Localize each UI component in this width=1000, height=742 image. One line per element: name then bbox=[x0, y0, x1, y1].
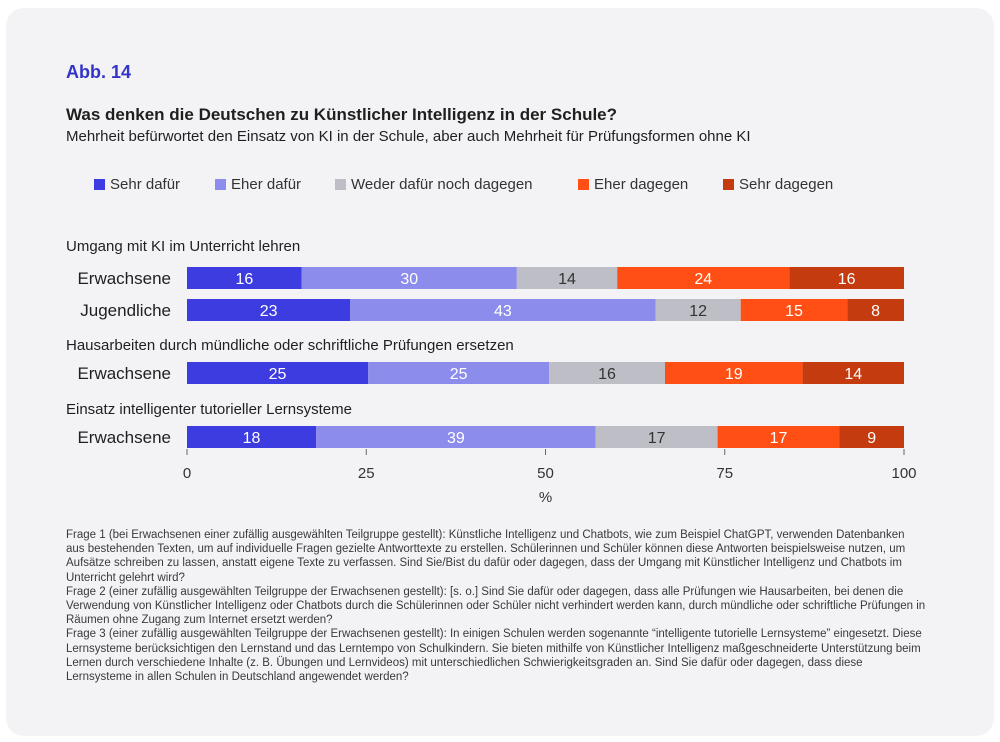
data-label: 43 bbox=[494, 303, 512, 320]
data-label: 23 bbox=[260, 303, 278, 320]
x-tick-label: 25 bbox=[358, 465, 375, 482]
bar-segment bbox=[187, 267, 302, 289]
group-title: Hausarbeiten durch mündliche oder schrif… bbox=[66, 337, 514, 354]
data-label: 18 bbox=[243, 430, 261, 447]
bar-segment bbox=[595, 426, 718, 448]
x-tick-label: 50 bbox=[537, 465, 554, 482]
data-label: 14 bbox=[844, 366, 862, 383]
legend-item-sehr-dafuer: Sehr dafür bbox=[94, 176, 180, 193]
bar-segment bbox=[847, 299, 904, 321]
legend-item-sehr-dagegen: Sehr dagegen bbox=[723, 176, 833, 193]
legend-swatch bbox=[578, 179, 589, 190]
bar-segment bbox=[350, 299, 656, 321]
data-label: 9 bbox=[867, 430, 876, 447]
bar-segment bbox=[740, 299, 848, 321]
data-label: 16 bbox=[598, 366, 616, 383]
bar-segment bbox=[655, 299, 741, 321]
bar-segment bbox=[368, 362, 550, 384]
row-label: Erwachsene bbox=[77, 428, 171, 447]
bar-segment bbox=[839, 426, 904, 448]
footnote-question-1: Frage 1 (bei Erwachsenen einer zufällig … bbox=[66, 529, 906, 584]
data-label: 30 bbox=[400, 271, 418, 288]
row-label: Erwachsene bbox=[77, 364, 171, 383]
footnote-question-3: Frage 3 (einer zufällig ausgewählten Tei… bbox=[66, 628, 922, 684]
bar-segment bbox=[665, 362, 803, 384]
x-tick-label: 100 bbox=[891, 465, 916, 482]
legend-item-eher-dagegen: Eher dagegen bbox=[578, 176, 688, 193]
figure-label: Abb. 14 bbox=[66, 62, 132, 82]
x-axis-label: % bbox=[539, 489, 552, 506]
data-label: 16 bbox=[838, 271, 856, 288]
bar-segment bbox=[301, 267, 517, 289]
data-label: 17 bbox=[770, 430, 788, 447]
data-label: 16 bbox=[235, 271, 253, 288]
data-label: 19 bbox=[725, 366, 743, 383]
legend-swatch bbox=[335, 179, 346, 190]
legend-swatch bbox=[94, 179, 105, 190]
bar-segment bbox=[802, 362, 904, 384]
row-label: Erwachsene bbox=[77, 269, 171, 288]
bar-segment bbox=[187, 362, 369, 384]
bar-segment bbox=[187, 426, 317, 448]
legend-label: Eher dafür bbox=[231, 176, 302, 193]
footnote-question-2: Frage 2 (einer zufällig ausgewählten Tei… bbox=[66, 585, 926, 627]
bar-segment bbox=[617, 267, 790, 289]
bar-segment bbox=[789, 267, 904, 289]
chart-title: Was denken die Deutschen zu Künstlicher … bbox=[66, 105, 618, 124]
legend-label: Sehr dafür bbox=[110, 176, 181, 193]
legend-swatch bbox=[723, 179, 734, 190]
footnotes: Frage 1 (bei Erwachsenen einer zufällig … bbox=[66, 528, 926, 684]
data-label: 14 bbox=[558, 271, 576, 288]
data-label: 25 bbox=[450, 366, 468, 383]
bar-segment bbox=[717, 426, 840, 448]
chart-subtitle: Mehrheit befürwortet den Einsatz von KI … bbox=[66, 128, 751, 145]
x-tick-label: 0 bbox=[183, 465, 191, 482]
data-label: 12 bbox=[689, 303, 707, 320]
group-title: Umgang mit KI im Unterricht lehren bbox=[66, 238, 300, 255]
legend-item-eher-dafuer: Eher dafür bbox=[215, 176, 301, 193]
row-label: Jugendliche bbox=[80, 301, 171, 320]
data-label: 8 bbox=[871, 303, 880, 320]
legend-item-weder-noch: Weder dafür noch dagegen bbox=[335, 176, 533, 193]
bar-segment bbox=[516, 267, 618, 289]
data-label: 17 bbox=[648, 430, 666, 447]
bar-segment bbox=[316, 426, 596, 448]
x-tick-label: 75 bbox=[716, 465, 733, 482]
data-label: 15 bbox=[785, 303, 803, 320]
bar-segment bbox=[549, 362, 665, 384]
stacked-bar-chart: Umgang mit KI im Unterricht lehren Erwach… bbox=[66, 238, 917, 506]
legend-swatch bbox=[215, 179, 226, 190]
legend-label: Eher dagegen bbox=[594, 176, 689, 193]
data-label: 39 bbox=[447, 430, 465, 447]
legend-label: Sehr dagegen bbox=[739, 176, 834, 193]
legend-label: Weder dafür noch dagegen bbox=[351, 176, 533, 193]
bar-segment bbox=[187, 299, 351, 321]
data-label: 24 bbox=[694, 271, 712, 288]
data-label: 25 bbox=[269, 366, 287, 383]
group-title: Einsatz intelligenter tutorieller Lernsy… bbox=[66, 401, 352, 418]
